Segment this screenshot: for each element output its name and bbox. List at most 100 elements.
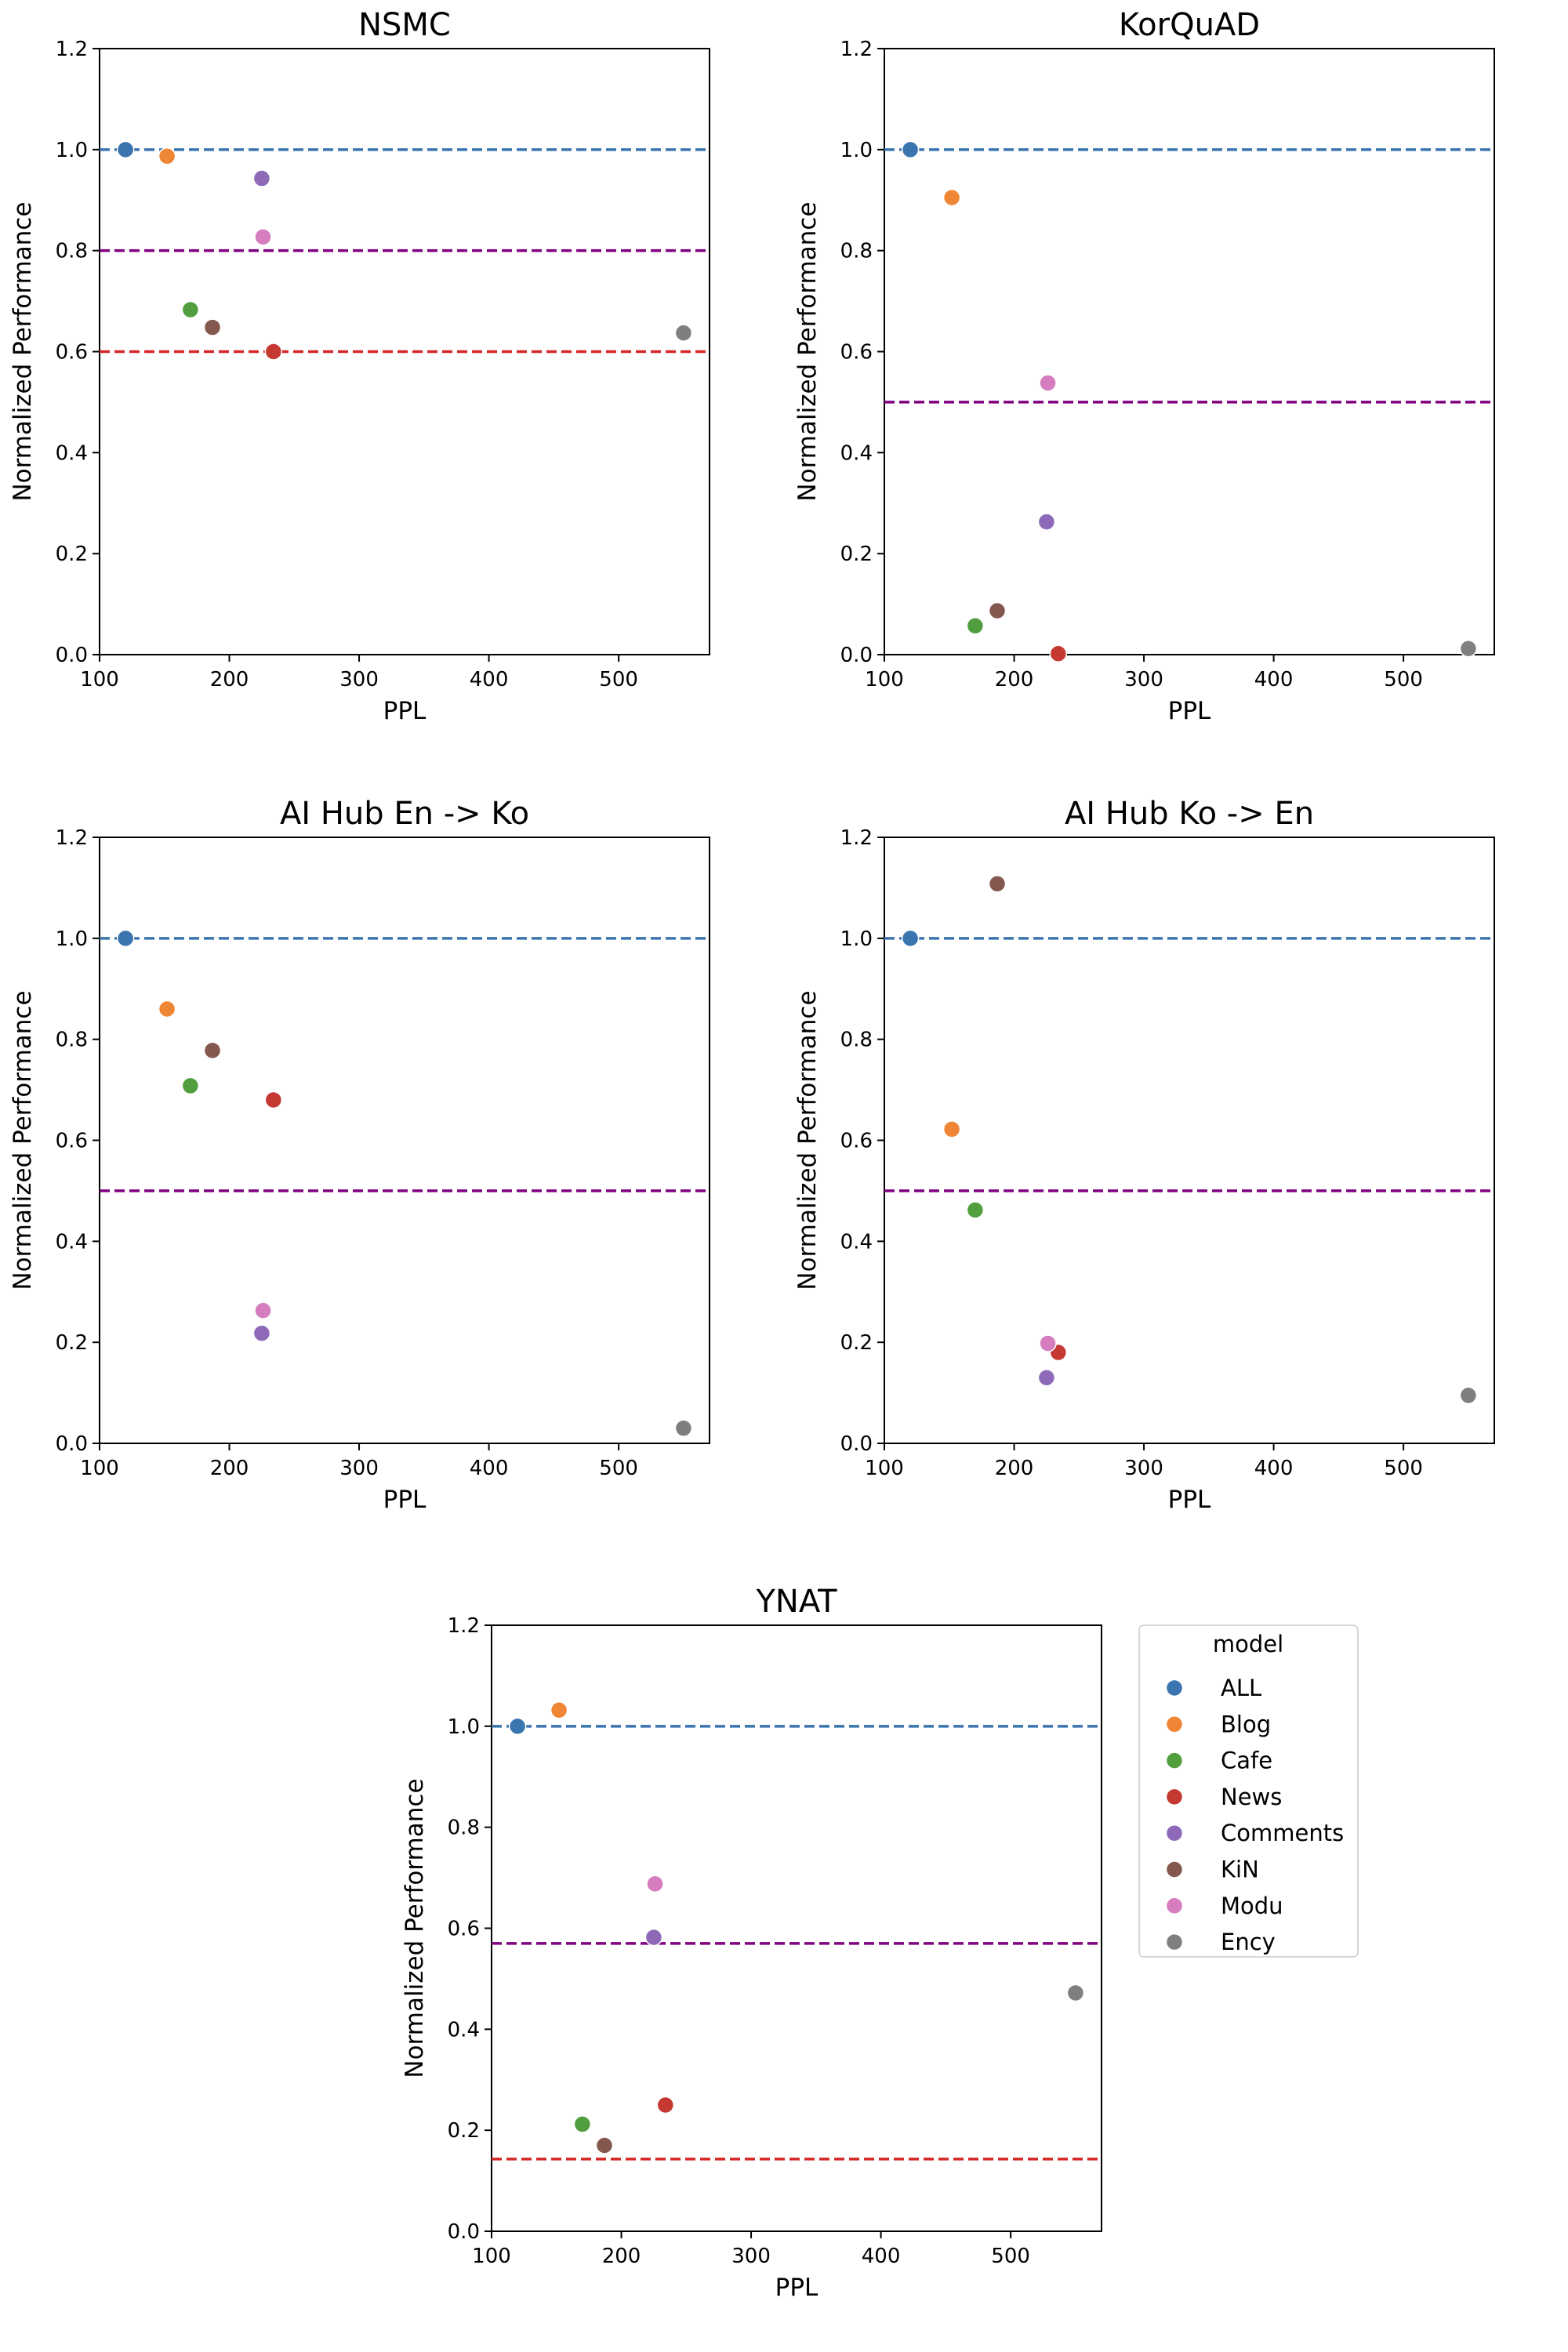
y-axis-label: Normalized Performance — [793, 990, 822, 1290]
legend-label: Modu — [1221, 1893, 1283, 1919]
legend-label: KiN — [1221, 1857, 1259, 1883]
y-tick-label: 1.0 — [840, 927, 873, 951]
legend-marker — [1165, 1788, 1184, 1806]
y-tick-label: 0.2 — [840, 543, 873, 566]
point-comments — [252, 169, 271, 187]
y-tick-label: 1.0 — [56, 927, 88, 951]
point-blog — [942, 1120, 961, 1138]
y-tick-label: 0.0 — [56, 644, 88, 667]
point-modu — [254, 1301, 272, 1319]
y-tick-label: 0.4 — [448, 2018, 480, 2042]
chart-ai-hub-ko-en: AI Hub Ko -> En 100 200 300 400 500 0.0 0.2 0.4 0… — [793, 796, 1495, 1514]
plot-frame — [884, 837, 1495, 1444]
y-tick-label: 0.0 — [448, 2220, 480, 2244]
point-blog — [158, 147, 176, 165]
y-tick-label: 0.2 — [840, 1331, 873, 1355]
y-axis-label: Normalized Performance — [793, 201, 822, 501]
y-tick-label: 0.8 — [56, 240, 88, 263]
y-tick-label: 1.2 — [448, 1614, 480, 1638]
legend-item-comments: Comments — [1165, 1820, 1344, 1846]
point-blog — [158, 1000, 176, 1018]
x-tick-label: 300 — [339, 1457, 379, 1480]
legend-label: Ency — [1221, 1929, 1276, 1955]
point-all — [508, 1717, 527, 1736]
x-tick-label: 500 — [1384, 1457, 1423, 1480]
point-ency — [674, 1419, 693, 1437]
x-axis-label: PPL — [383, 1486, 426, 1514]
point-news — [656, 2096, 675, 2114]
x-tick-label: 300 — [731, 2245, 771, 2268]
chart-title: KorQuAD — [1119, 7, 1260, 43]
legend-marker — [1165, 1715, 1184, 1733]
y-tick-label: 1.0 — [448, 1715, 480, 1739]
legend-label: News — [1221, 1784, 1282, 1810]
x-axis-label: PPL — [383, 697, 426, 725]
point-ency — [1066, 1984, 1085, 2002]
point-ency — [1459, 640, 1478, 658]
y-tick-label: 0.4 — [840, 441, 873, 465]
legend-item-ency: Ency — [1165, 1929, 1276, 1955]
x-axis-label: PPL — [1168, 1486, 1211, 1514]
y-axis-label: Normalized Performance — [9, 990, 37, 1290]
y-tick-label: 0.4 — [56, 441, 88, 465]
plot-frame — [884, 48, 1495, 655]
x-tick-label: 400 — [862, 2245, 901, 2268]
x-tick-label: 100 — [472, 2245, 511, 2268]
chart-korquad: KorQuAD 100 200 300 400 500 0.0 0.2 0.4 0.6 0.8 1.0… — [793, 7, 1495, 725]
y-tick-label: 0.4 — [840, 1230, 873, 1254]
y-tick-label: 0.2 — [448, 2119, 480, 2143]
y-tick-label: 1.2 — [840, 826, 873, 850]
legend-label: Comments — [1221, 1820, 1344, 1846]
x-tick-label: 300 — [339, 668, 379, 691]
legend-entries: ALL Blog Cafe News Comments KiN Modu Ency — [1165, 1675, 1344, 1955]
point-ency — [674, 324, 693, 342]
x-tick-label: 400 — [470, 668, 509, 691]
y-tick-label: 0.6 — [840, 1130, 873, 1153]
y-tick-label: 1.2 — [56, 38, 88, 61]
legend-item-cafe: Cafe — [1165, 1748, 1272, 1774]
point-all — [116, 929, 135, 948]
x-axis-label: PPL — [1168, 697, 1211, 725]
x-tick-label: 500 — [991, 2245, 1030, 2268]
x-tick-label: 100 — [80, 668, 119, 691]
y-tick-label: 0.4 — [56, 1230, 88, 1254]
y-tick-label: 0.6 — [56, 1130, 88, 1153]
legend-frame — [1138, 1624, 1359, 1958]
point-kin — [988, 601, 1007, 620]
legend-item-modu: Modu — [1165, 1893, 1283, 1919]
point-kin — [203, 318, 222, 336]
y-tick-label: 0.8 — [448, 1817, 480, 1840]
legend-marker — [1165, 1751, 1184, 1769]
point-modu — [646, 1875, 664, 1893]
legend-marker — [1165, 1679, 1184, 1697]
point-modu — [1039, 1334, 1057, 1352]
y-axis-label: Normalized Performance — [9, 201, 37, 501]
x-tick-label: 400 — [470, 1457, 509, 1480]
y-tick-label: 0.8 — [56, 1029, 88, 1052]
plots-layer: NSMC 100 200 300 400 500 0.0 0.2 0.4 0.6 0.8 1.0 1.2… — [9, 7, 1495, 2302]
legend-title: model — [1213, 1631, 1283, 1657]
legend-label: Blog — [1221, 1711, 1271, 1737]
legend-marker — [1165, 1860, 1184, 1878]
y-tick-label: 0.2 — [56, 1331, 88, 1355]
point-blog — [942, 188, 961, 207]
x-tick-label: 400 — [1254, 1457, 1294, 1480]
chart-ynat: YNAT 100 200 300 400 500 0.0 0.2 0.4 0.6 0.8 1.0 1.2… — [401, 1584, 1102, 2302]
y-tick-label: 0.8 — [840, 240, 873, 263]
x-tick-label: 100 — [80, 1457, 119, 1480]
y-tick-label: 1.0 — [56, 139, 88, 162]
x-tick-label: 200 — [995, 668, 1034, 691]
point-comments — [252, 1324, 271, 1342]
legend-item-kin: KiN — [1165, 1857, 1259, 1883]
point-comments — [1037, 1369, 1056, 1387]
y-tick-label: 0.8 — [840, 1029, 873, 1052]
point-kin — [595, 2136, 614, 2154]
x-tick-label: 100 — [865, 668, 904, 691]
point-all — [901, 140, 920, 159]
point-cafe — [181, 300, 200, 319]
chart-title: NSMC — [358, 7, 451, 43]
point-cafe — [966, 617, 985, 635]
point-modu — [254, 228, 272, 246]
point-kin — [988, 875, 1007, 893]
